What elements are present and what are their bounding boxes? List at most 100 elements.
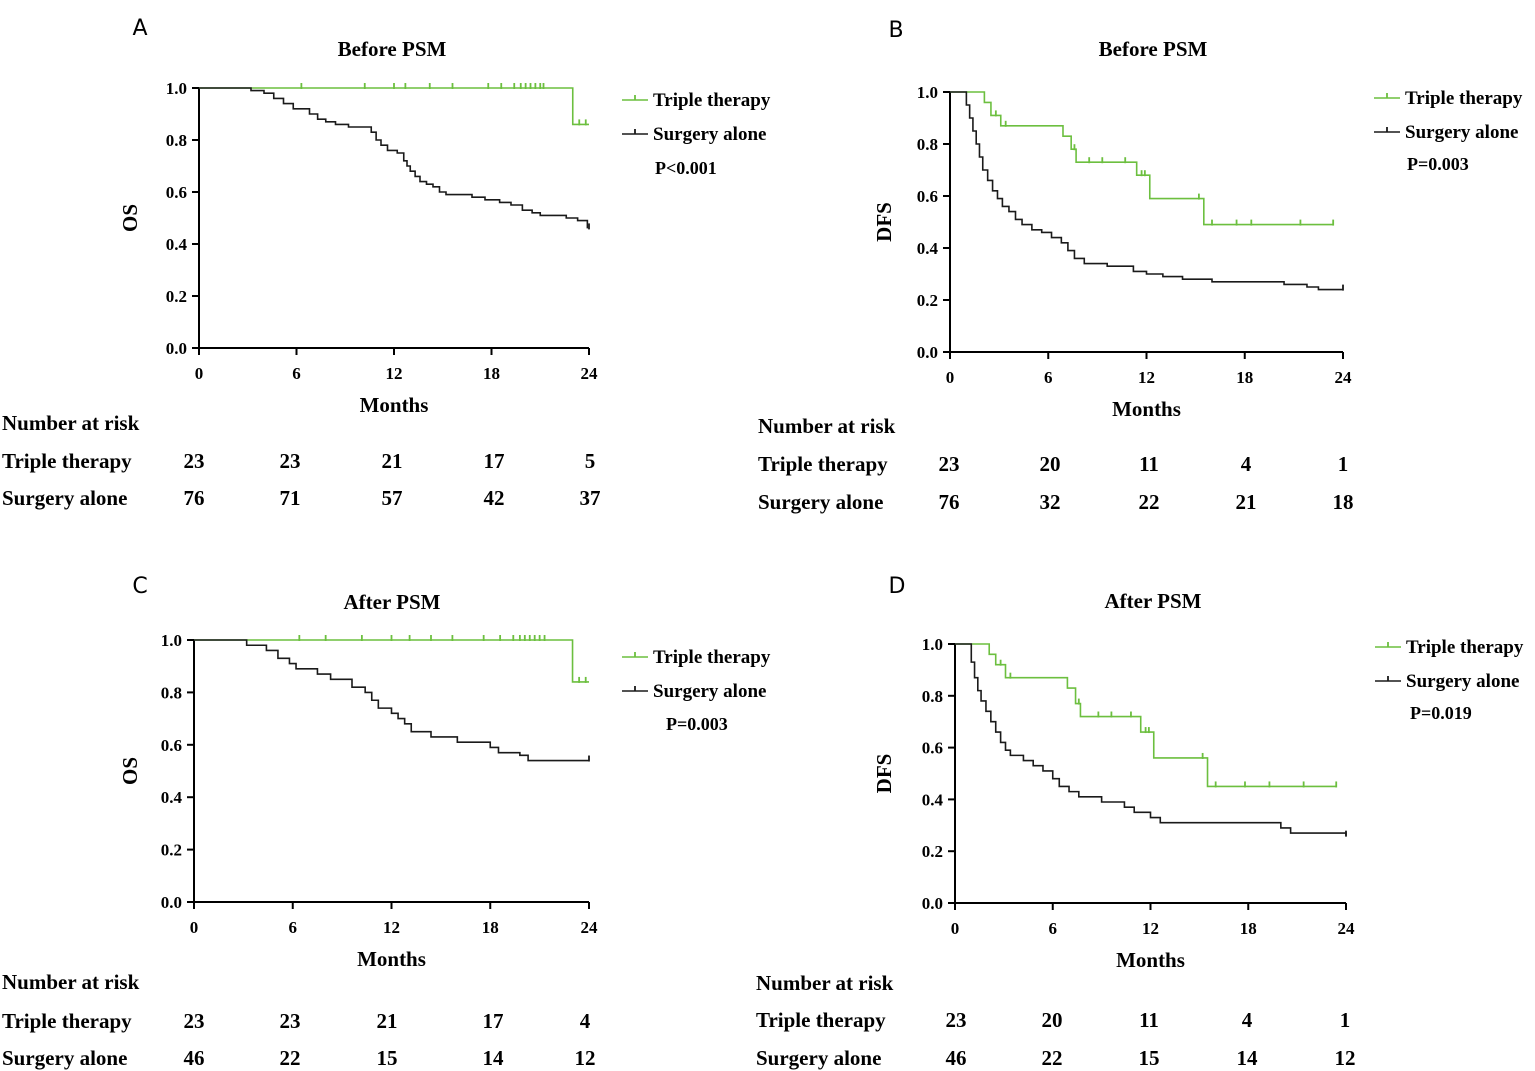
panel-c-p-value: P=0.003 <box>666 714 728 734</box>
panel-d-legend-label: Surgery alone <box>1406 671 1519 692</box>
panel-d-series-surgery-alone-line <box>955 643 1347 836</box>
panel-d-series-triple-therapy-line <box>955 643 1337 788</box>
panel-b-y-tick-label: 0.6 <box>917 187 938 206</box>
panel-c-risk-value: 23 <box>184 1009 205 1033</box>
panel-a-y-tick-label: 0.8 <box>166 131 187 150</box>
panel-c-risk-value: 23 <box>280 1009 301 1033</box>
panel-d-y-tick-label: 0.4 <box>922 790 944 809</box>
panel-a-y-label: OS <box>118 204 142 232</box>
panel-a-series-triple-therapy-line <box>199 87 589 126</box>
panel-b-risk-title: Number at risk <box>758 414 896 438</box>
panel-b-risk-value: 20 <box>1040 452 1061 476</box>
panel-b-risk-row-label: Triple therapy <box>758 452 888 476</box>
panel-c-risk-value: 12 <box>575 1046 596 1070</box>
panel-d-risk-value: 12 <box>1335 1046 1356 1070</box>
panel-d-risk-title: Number at risk <box>756 971 894 995</box>
panel-b-risk-value: 22 <box>1139 490 1160 514</box>
panel-c-x-tick-label: 24 <box>581 918 599 937</box>
panel-d-y-tick-label: 0.6 <box>922 739 943 758</box>
panel-d-letter: D <box>889 574 906 599</box>
panel-b-title: Before PSM <box>1099 37 1208 61</box>
panel-a-x-tick-label: 12 <box>386 364 403 383</box>
panel-a-y-tick-label: 0.4 <box>166 235 188 254</box>
panel-b-risk-value: 4 <box>1241 452 1252 476</box>
panel-a-legend-label: Surgery alone <box>653 124 766 145</box>
panel-c-y-label: OS <box>118 757 142 785</box>
panel-c-risk-value: 21 <box>377 1009 398 1033</box>
panel-b-risk-value: 18 <box>1333 490 1354 514</box>
panel-b-x-tick-label: 0 <box>946 368 955 387</box>
panel-d-risk-value: 23 <box>946 1008 967 1032</box>
panel-d-risk-value: 4 <box>1242 1008 1253 1032</box>
panel-b-y-tick-label: 0.0 <box>917 343 938 362</box>
panel-d-x-tick-label: 6 <box>1049 919 1058 938</box>
panel-d-p-value: P=0.019 <box>1410 703 1472 723</box>
panel-c-legend-label: Surgery alone <box>653 681 766 702</box>
panel-a-risk-value: 71 <box>280 486 301 510</box>
panel-a-y-tick-label: 0.6 <box>166 183 187 202</box>
panel-b-y-tick-label: 1.0 <box>917 83 938 102</box>
panel-a-p-value: P<0.001 <box>655 158 717 178</box>
panel-c-y-tick-label: 0.4 <box>161 788 183 807</box>
panel-c-risk-value: 22 <box>280 1046 301 1070</box>
panel-b-x-tick-label: 24 <box>1335 368 1353 387</box>
panel-d-x-label: Months <box>1116 948 1185 972</box>
panel-c-x-label: Months <box>357 947 426 971</box>
panel-a-x-tick-label: 18 <box>483 364 500 383</box>
panel-b-p-value: P=0.003 <box>1407 154 1469 174</box>
panel-d-y-tick-label: 0.0 <box>922 894 943 913</box>
panel-c-risk-title: Number at risk <box>2 970 140 994</box>
panel-a-risk-value: 23 <box>280 449 301 473</box>
panel-d-risk-value: 1 <box>1340 1008 1351 1032</box>
panel-b-risk-value: 21 <box>1236 490 1257 514</box>
panel-d-y-tick-label: 0.8 <box>922 687 943 706</box>
panel-c-series-triple-therapy-line <box>194 639 589 683</box>
panel-b-x-label: Months <box>1112 397 1181 421</box>
panel-d-risk-row-label: Surgery alone <box>756 1046 881 1070</box>
panel-b-series-triple-therapy-line <box>950 91 1334 226</box>
panel-a-risk-value: 5 <box>585 449 596 473</box>
panel-c-risk-row-label: Surgery alone <box>2 1046 127 1070</box>
panel-b-y-label: DFS <box>872 202 896 242</box>
panel-a-risk-value: 23 <box>184 449 205 473</box>
panel-b-legend-label: Triple therapy <box>1405 88 1523 109</box>
panel-b-risk-value: 32 <box>1040 490 1061 514</box>
panel-b-risk-value: 1 <box>1338 452 1349 476</box>
panel-c-letter: C <box>132 574 147 599</box>
panel-c-risk-value: 46 <box>184 1046 205 1070</box>
panel-b-risk-value: 23 <box>939 452 960 476</box>
panel-a-x-tick-label: 6 <box>292 364 301 383</box>
panel-b-series-surgery-alone-line <box>950 91 1343 291</box>
panel-a-x-label: Months <box>360 393 429 417</box>
panel-d-legend-label: Triple therapy <box>1406 637 1524 658</box>
panel-d-x-tick-label: 24 <box>1338 919 1356 938</box>
panel-c-risk-value: 15 <box>377 1046 398 1070</box>
panel-a-title: Before PSM <box>338 37 447 61</box>
panel-a-risk-value: 76 <box>184 486 205 510</box>
panel-b-x-tick-label: 6 <box>1044 368 1053 387</box>
panel-b-x-tick-label: 12 <box>1138 368 1155 387</box>
panel-c-y-tick-label: 0.0 <box>161 893 182 912</box>
panel-d-y-tick-label: 0.2 <box>922 842 943 861</box>
panel-a-y-tick-label: 1.0 <box>166 79 187 98</box>
panel-b-risk-row-label: Surgery alone <box>758 490 883 514</box>
panel-d-x-tick-label: 12 <box>1142 919 1159 938</box>
panel-c-risk-value: 14 <box>483 1046 505 1070</box>
panel-c-x-tick-label: 0 <box>190 918 199 937</box>
panel-d-risk-value: 11 <box>1139 1008 1159 1032</box>
panel-c-x-tick-label: 18 <box>482 918 499 937</box>
panel-a-risk-value: 17 <box>484 449 505 473</box>
panel-a-risk-row-label: Surgery alone <box>2 486 127 510</box>
panel-d-title: After PSM <box>1105 589 1202 613</box>
panel-a-risk-value: 21 <box>382 449 403 473</box>
panel-a-risk-title: Number at risk <box>2 411 140 435</box>
panel-b-legend-label: Surgery alone <box>1405 122 1518 143</box>
panel-c-y-tick-label: 0.6 <box>161 736 182 755</box>
panel-d-risk-value: 14 <box>1237 1046 1259 1070</box>
panel-a-risk-value: 42 <box>484 486 505 510</box>
panel-a-risk-value: 57 <box>382 486 403 510</box>
panel-c-y-tick-label: 0.2 <box>161 841 182 860</box>
panel-c-title: After PSM <box>344 590 441 614</box>
panel-c-risk-value: 17 <box>483 1009 504 1033</box>
